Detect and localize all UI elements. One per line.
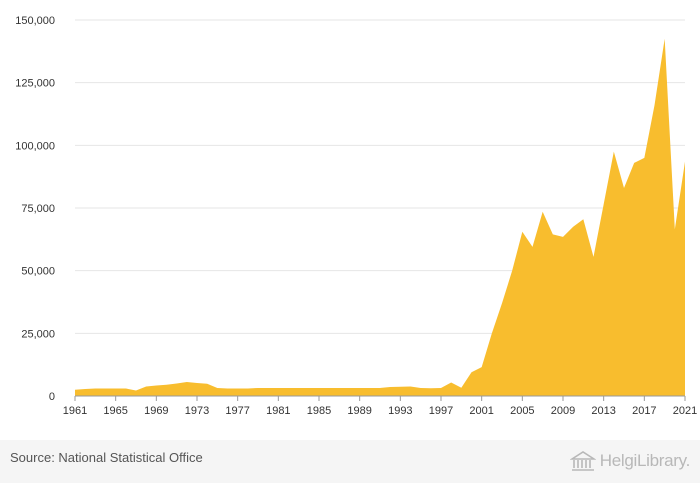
x-tick-label: 1961 <box>63 405 87 417</box>
y-tick-label: 0 <box>49 391 55 403</box>
y-tick-label: 25,000 <box>21 328 55 340</box>
source-text: Source: National Statistical Office <box>10 450 203 465</box>
y-tick-label: 75,000 <box>21 203 55 215</box>
x-tick-label: 1969 <box>144 405 168 417</box>
y-tick-label: 150,000 <box>15 15 55 27</box>
helgilibrary-logo: HelgiLibrary. <box>569 446 691 476</box>
area-series <box>75 38 685 397</box>
x-tick-label: 1965 <box>103 405 127 417</box>
x-tick-label: 2001 <box>469 405 493 417</box>
y-tick-label: 125,000 <box>15 78 55 90</box>
x-tick-label: 1993 <box>388 405 412 417</box>
x-tick-label: 1989 <box>347 405 371 417</box>
x-tick-label: 1977 <box>225 405 249 417</box>
x-tick-label: 2021 <box>673 405 697 417</box>
x-tick-label: 1981 <box>266 405 290 417</box>
x-tick-label: 2017 <box>632 405 656 417</box>
y-axis: 0 25,000 50,000 75,000 100,000 125,000 150,000 <box>15 15 55 403</box>
x-tick-label: 2009 <box>551 405 575 417</box>
x-axis: 1961 1965 1969 1973 1977 1981 1985 1989 1993 1997… <box>63 395 697 417</box>
logo-text: HelgiLibrary. <box>599 451 691 470</box>
x-tick-label: 1997 <box>429 405 453 417</box>
x-tick-label: 1973 <box>185 405 209 417</box>
y-tick-label: 50,000 <box>21 266 55 278</box>
plot-area <box>75 38 685 397</box>
chart-footer: Source: National Statistical Office Helg… <box>0 440 700 483</box>
x-tick-label: 2005 <box>510 405 534 417</box>
grid-lines <box>75 19 685 397</box>
library-building-icon <box>569 451 596 471</box>
x-tick-label: 1985 <box>307 405 331 417</box>
area-chart: 0 25,000 50,000 75,000 100,000 125,000 150,000… <box>15 15 697 417</box>
y-tick-label: 100,000 <box>15 140 55 152</box>
x-tick-label: 2013 <box>591 405 615 417</box>
